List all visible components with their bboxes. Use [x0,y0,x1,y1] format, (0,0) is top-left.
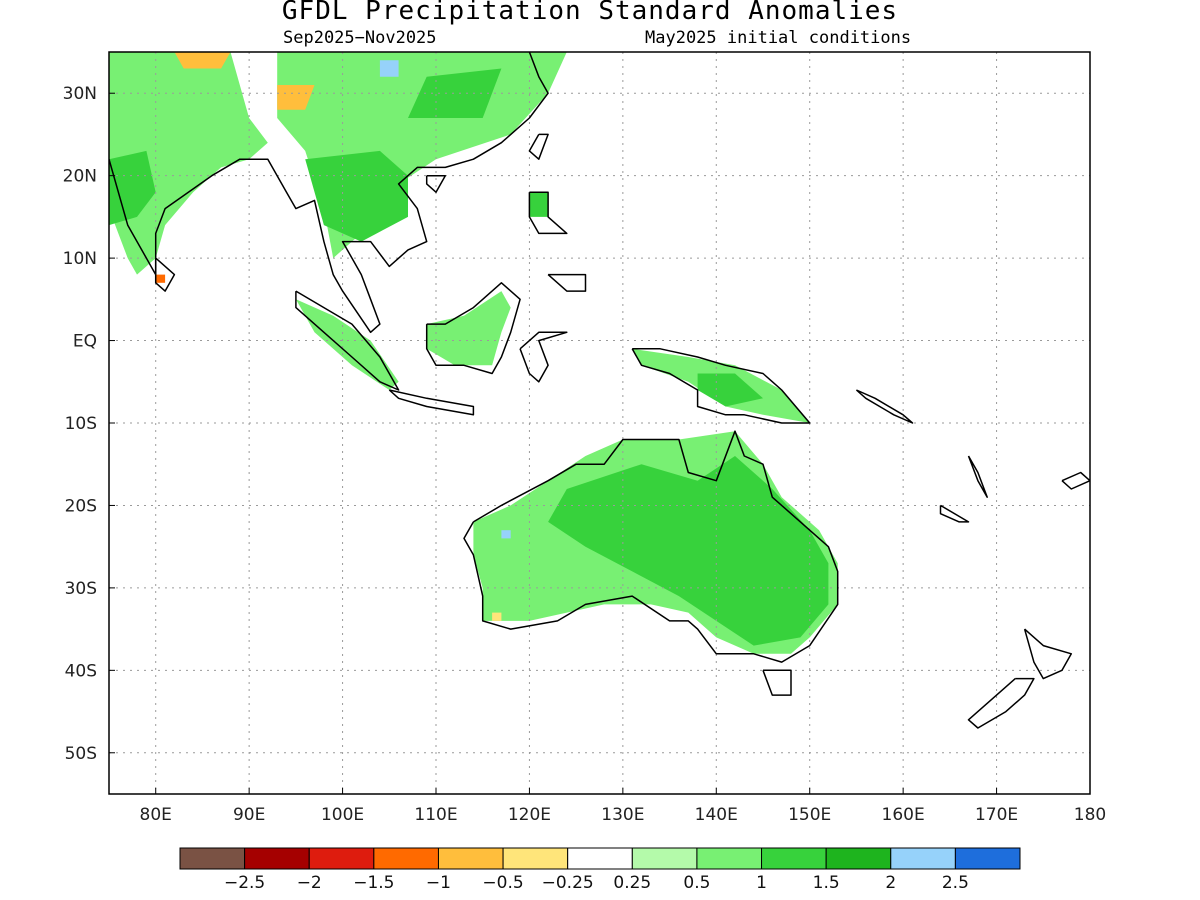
colorbar-swatch [179,847,246,870]
lat-tick-label: 10N [63,249,97,269]
lat-tick-label: 30N [63,84,97,104]
philippines [529,192,549,217]
anomaly-shading [109,52,838,654]
lon-tick-label: 180 [1074,805,1106,825]
borneo [426,291,511,366]
indochina-core [305,150,408,242]
colorbar: −2.5 −2 −1.5 −1 −0.5 −0.25 0.25 0.5 1 1.5 2 2.5 [179,847,1021,893]
map-title: GFDL Precipitation Standard Anomalies [281,0,899,26]
colorbar-swatch [761,847,827,870]
lat-tick-label: 50S [65,744,97,764]
colorbar-swatch [244,847,310,870]
colorbar-label: −1 [426,873,451,893]
himalaya-dry [174,52,231,69]
india-region [109,52,268,275]
hainan-coastline [425,174,447,193]
colorbar-label: 2.5 [942,873,969,893]
china-core [408,68,502,118]
lat-tick-label: 40S [65,661,97,681]
coastlines [109,52,1090,729]
borneo-coastline [425,282,521,375]
java-coastline [388,389,475,416]
colorbar-label: −2 [297,873,322,893]
sumatra-coastline [295,290,400,391]
australia-dry [492,612,502,621]
colorbar-swatch [437,847,504,870]
initial-conditions: May2025 initial conditions [645,28,912,48]
colorbar-label: −1.5 [353,873,394,893]
axis-ticks: 80E 90E 100E 110E 120E 130E 140E 150E 160E 170E 18… [63,84,1107,825]
sumatra [295,299,399,390]
colorbar-label: −0.5 [482,873,523,893]
srilanka-dry [155,274,166,283]
nz-south-coastline [967,677,1035,729]
forecast-period: Sep2025−Nov2025 [283,28,437,48]
china-wet [379,60,399,77]
colorbar-label: 2 [885,873,896,893]
sri-lanka-coastline [154,257,176,292]
colorbar-swatch [954,847,1021,870]
tasmania-coastline [762,669,792,696]
vanuatu-coastline [967,455,988,498]
australia-coastline [463,430,839,663]
asia-coast-coastline [109,52,549,334]
lon-tick-label: 110E [414,805,457,825]
lat-tick-label: EQ [73,332,97,352]
colorbar-swatch [567,847,633,870]
colorbar-swatch [308,847,375,870]
fiji-coastline [1061,471,1090,490]
colorbar-swatch [890,847,956,870]
colorbar-label: −0.25 [542,873,594,893]
luzon-coastline [528,191,568,235]
new-guinea-coastline [631,348,811,424]
colorbar-label: 1 [756,873,767,893]
lon-tick-label: 120E [508,805,551,825]
colorbar-label: 0.5 [683,873,710,893]
lon-tick-label: 100E [321,805,364,825]
new-guinea-core [697,373,763,407]
lat-tick-label: 10S [65,414,97,434]
colorbar-swatch [373,847,439,870]
lat-tick-label: 30S [65,579,97,599]
colorbar-swatch [825,847,892,870]
tibet-dry [277,85,315,110]
colorbar-label: 0.25 [613,873,651,893]
graticule [109,52,1090,794]
taiwan-coastline [528,133,549,160]
lon-tick-label: 140E [695,805,738,825]
sulawesi-coastline [519,331,568,383]
colorbar-swatch [696,847,763,870]
solomons-coastline [855,389,914,424]
mindanao-coastline [547,273,587,292]
lon-tick-label: 170E [975,805,1018,825]
colorbar-swatch [502,847,569,870]
australia-wet [501,530,511,539]
colorbar-swatch [631,847,698,870]
colorbar-label: 1.5 [813,873,840,893]
lat-tick-label: 20N [63,167,97,187]
australia-core [548,456,829,646]
lon-tick-label: 130E [601,805,644,825]
india-core [109,150,156,226]
colorbar-label: −2.5 [224,873,265,893]
lat-tick-label: 20S [65,496,97,516]
lon-tick-label: 150E [788,805,831,825]
new-caledonia-coastline [939,504,970,523]
lon-tick-label: 160E [882,805,925,825]
lon-tick-label: 80E [140,805,172,825]
nz-north-coastline [1023,628,1073,680]
lon-tick-label: 90E [233,805,265,825]
